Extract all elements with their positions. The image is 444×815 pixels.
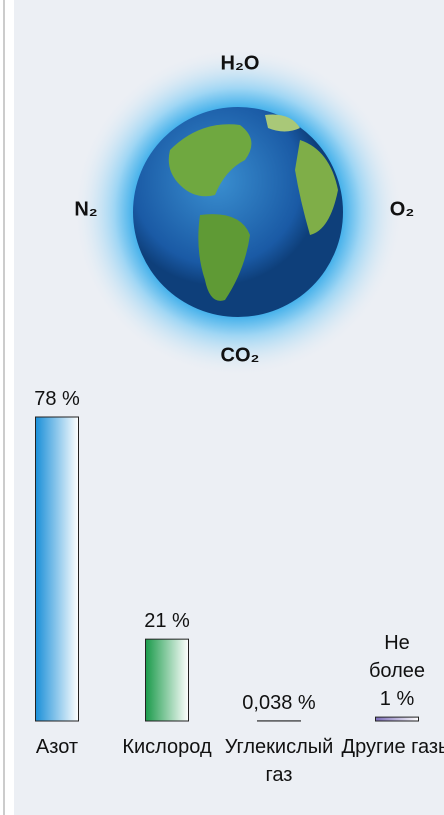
globe-label: O₂ <box>389 198 415 221</box>
bar <box>35 416 79 722</box>
value-label: 21 % <box>144 610 190 633</box>
globe-label: N₂ <box>74 198 98 221</box>
bar <box>375 716 419 722</box>
continent <box>198 214 250 301</box>
value-label: 0,038 % <box>242 691 316 714</box>
category-label: Кислород <box>122 736 212 758</box>
continent <box>295 140 338 235</box>
globe-label: H₂O <box>220 52 260 75</box>
globe-label: CO₂ <box>220 344 260 367</box>
value-label: Не более 1 % <box>368 632 426 711</box>
value-label: 78 % <box>34 388 80 410</box>
bar <box>145 638 189 722</box>
category-label: Азот <box>35 736 79 758</box>
category-label: Другие газы <box>341 736 444 758</box>
continent <box>265 114 300 132</box>
continent <box>168 124 252 197</box>
category-label: Углекислый газ <box>224 736 334 786</box>
